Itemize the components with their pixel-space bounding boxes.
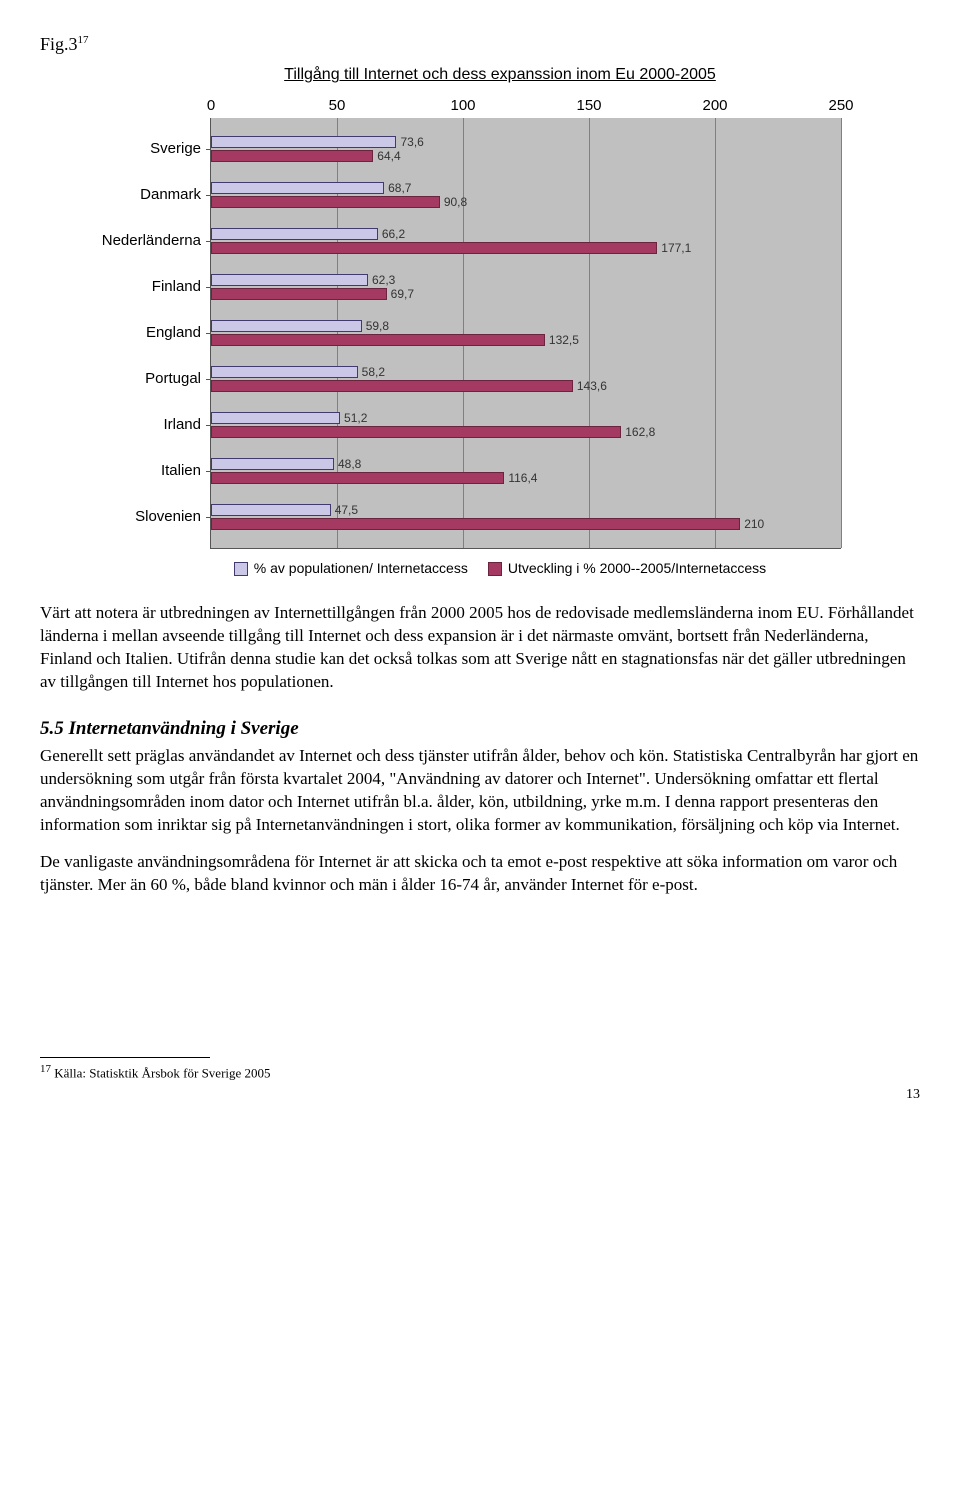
footnote-number: 17 (40, 1063, 51, 1075)
bar-population (211, 136, 396, 148)
bar-label-population: 58,2 (362, 364, 385, 380)
category-label: Slovenien (135, 507, 211, 527)
x-axis-tick: 250 (828, 96, 853, 116)
category-label: Nederländerna (102, 231, 211, 251)
chart: 0 50 100 150 200 250 Sverige 73,664,4 Danmark 68,… (80, 92, 920, 549)
chart-container: Tillgång till Internet och dess expanssi… (80, 64, 920, 581)
bar-label-development: 177,1 (661, 240, 691, 256)
bar-label-development: 132,5 (549, 332, 579, 348)
category-label: Italien (161, 461, 211, 481)
category-label: England (146, 323, 211, 343)
section-heading-5-5: 5.5 Internetanvändning i Sverige (40, 716, 920, 742)
bar-population (211, 366, 358, 378)
figure-label-text: Fig.3 (40, 34, 78, 54)
bar-label-development: 143,6 (577, 378, 607, 394)
gridline (589, 118, 590, 548)
footnote-text: Källa: Statisktik Årsbok för Sverige 200… (51, 1065, 271, 1080)
category-label: Portugal (145, 369, 211, 389)
legend-label-population: % av populationen/ Internetaccess (254, 560, 468, 576)
gridline (841, 118, 842, 548)
bar-population (211, 412, 340, 424)
bar-label-development: 116,4 (508, 470, 537, 486)
bar-label-population: 66,2 (382, 226, 405, 242)
bar-development (211, 150, 373, 162)
x-axis-tick: 0 (207, 96, 215, 116)
legend-label-development: Utveckling i % 2000--2005/Internetaccess (508, 560, 766, 576)
bar-label-population: 47,5 (335, 502, 358, 518)
bar-population (211, 228, 378, 240)
bar-development (211, 426, 621, 438)
bar-label-development: 69,7 (391, 286, 414, 302)
category-label: Finland (152, 277, 211, 297)
figure-label: Fig.317 (40, 32, 920, 56)
bar-label-development: 210 (744, 516, 764, 532)
bar-label-population: 68,7 (388, 180, 411, 196)
bar-label-population: 73,6 (400, 134, 423, 150)
bar-label-population: 51,2 (344, 410, 367, 426)
x-axis-tick: 50 (329, 96, 346, 116)
paragraph-3: De vanligaste användningsområdena för In… (40, 851, 920, 897)
paragraph-1: Värt att notera är utbredningen av Inter… (40, 602, 920, 694)
legend-swatch-development (488, 562, 502, 576)
gridline (715, 118, 716, 548)
chart-plot-area: 050100150200250Sverige73,664,4Danmark68,… (210, 118, 841, 549)
bar-label-population: 48,8 (338, 456, 361, 472)
bar-development (211, 334, 545, 346)
figure-label-sup: 17 (78, 34, 89, 46)
bar-development (211, 196, 440, 208)
bar-label-development: 64,4 (377, 148, 400, 164)
bar-development (211, 242, 657, 254)
bar-label-development: 90,8 (444, 194, 467, 210)
bar-development (211, 380, 573, 392)
bar-population (211, 504, 331, 516)
bar-label-development: 162,8 (625, 424, 655, 440)
category-label: Danmark (140, 185, 211, 205)
paragraph-2: Generellt sett präglas användandet av In… (40, 745, 920, 837)
page-number: 13 (40, 1086, 920, 1105)
footnote: 17 Källa: Statisktik Årsbok för Sverige … (40, 1062, 920, 1082)
legend-item-development: Utveckling i % 2000--2005/Internetaccess (488, 559, 766, 578)
bar-label-population: 59,8 (366, 318, 389, 334)
category-label: Irland (163, 415, 211, 435)
bar-population (211, 182, 384, 194)
category-label: Sverige (150, 139, 211, 159)
bar-development (211, 472, 504, 484)
x-axis-tick: 200 (702, 96, 727, 116)
x-axis-tick: 100 (450, 96, 475, 116)
legend-swatch-population (234, 562, 248, 576)
chart-title: Tillgång till Internet och dess expanssi… (80, 64, 920, 86)
bar-development (211, 518, 740, 530)
footnote-separator (40, 1057, 210, 1058)
chart-legend: % av populationen/ Internetaccess Utveck… (80, 549, 920, 582)
x-axis-tick: 150 (576, 96, 601, 116)
bar-population (211, 320, 362, 332)
bar-population (211, 274, 368, 286)
bar-population (211, 458, 334, 470)
bar-development (211, 288, 387, 300)
legend-item-population: % av populationen/ Internetaccess (234, 559, 468, 578)
